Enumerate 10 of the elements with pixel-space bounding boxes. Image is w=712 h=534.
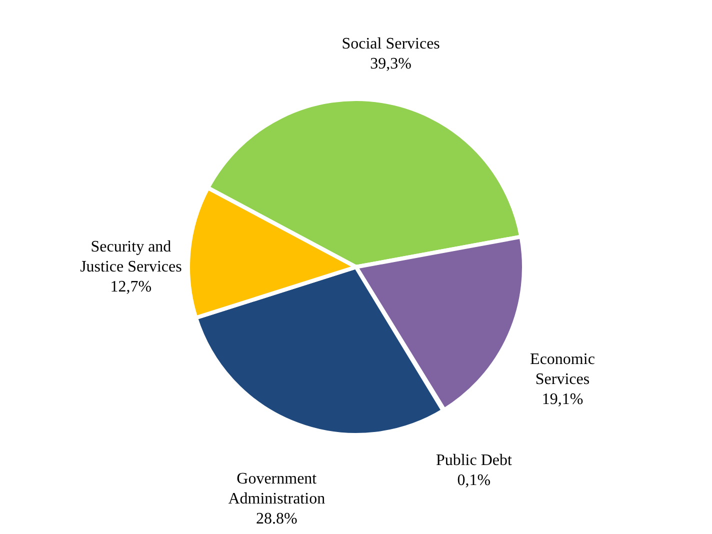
data-label: 19,1% [542,390,584,408]
slice-label: Social Services [342,36,440,53]
data-label: 39,3% [370,56,412,73]
slice-label: Security and Justice Services [80,238,182,276]
data-label: 28.8% [256,510,298,528]
data-label: 0,1% [457,472,491,489]
data-label: 12,7% [110,278,152,296]
slice-label: Public Debt [436,452,512,469]
slice-label: Government Administration [228,470,326,508]
slice-label: Economic Services [530,350,595,388]
